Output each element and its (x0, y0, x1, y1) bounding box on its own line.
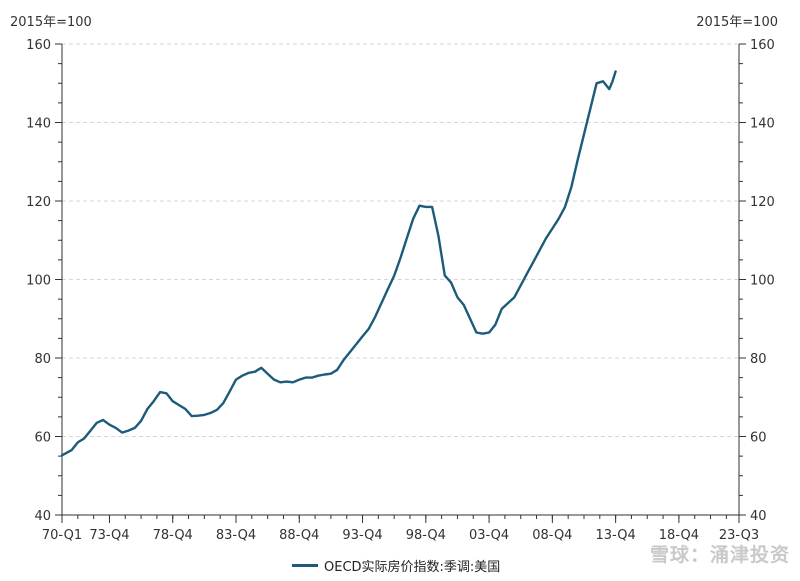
y-tick-label-right: 120 (750, 195, 775, 210)
y-tick-label-left: 100 (26, 274, 51, 289)
legend-label: OECD实际房价指数:季调:美国 (324, 560, 501, 575)
watermark: 雪球：涌津投资 (649, 544, 790, 566)
y-axis-left-ticks: 40 60 80 100 120 140 160 (26, 38, 62, 524)
legend-swatch (292, 564, 318, 567)
y-tick-label-left: 160 (26, 38, 51, 53)
x-tick-label: 73-Q4 (89, 528, 129, 543)
x-tick-label: 18-Q4 (659, 528, 699, 543)
legend: OECD实际房价指数:季调:美国 (292, 556, 500, 575)
y-tick-label-right: 40 (750, 509, 767, 524)
x-tick-label: 08-Q4 (532, 528, 572, 543)
y-axis-left-unit: 2015年=100 (10, 15, 92, 30)
x-tick-label: 70-Q1 (42, 528, 82, 543)
x-tick-label: 93-Q4 (342, 528, 382, 543)
x-tick-label: 03-Q4 (469, 528, 509, 543)
y-tick-label-left: 140 (26, 117, 51, 132)
x-tick-label: 83-Q4 (216, 528, 256, 543)
y-tick-label-right: 100 (750, 274, 775, 289)
y-tick-label-left: 120 (26, 195, 51, 210)
grid-lines (62, 43, 739, 437)
x-tick-label: 23-Q3 (719, 528, 759, 543)
x-axis-ticks: 70-Q1 73-Q4 78-Q4 83-Q4 88-Q4 93-Q4 98-Q4 03-Q4… (42, 515, 759, 543)
x-tick-label: 98-Q4 (406, 528, 446, 543)
y-tick-label-right: 160 (750, 38, 775, 53)
y-tick-label-right: 60 (750, 431, 767, 446)
y-tick-label-left: 40 (34, 509, 51, 524)
y-tick-label-left: 80 (34, 352, 51, 367)
series-layer (60, 70, 617, 457)
y-tick-label-right: 140 (750, 117, 775, 132)
x-tick-label: 13-Q4 (596, 528, 636, 543)
y-tick-label-left: 60 (34, 431, 51, 446)
y-axis-right-ticks: 40 60 80 100 120 140 160 (739, 38, 775, 524)
series-line (60, 70, 617, 457)
x-tick-label: 78-Q4 (153, 528, 193, 543)
x-tick-label: 88-Q4 (279, 528, 319, 543)
y-axis-right-unit: 2015年=100 (696, 15, 778, 30)
y-tick-label-right: 80 (750, 352, 767, 367)
